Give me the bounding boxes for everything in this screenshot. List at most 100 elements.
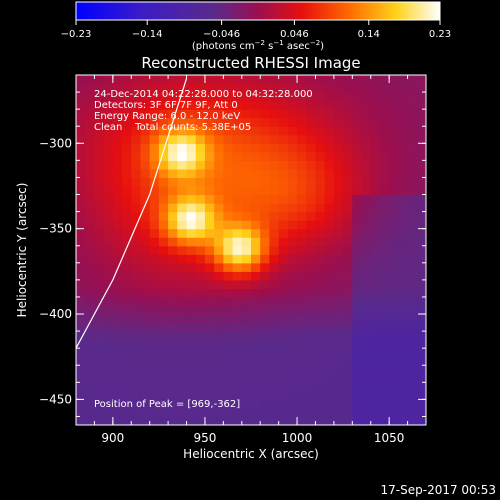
heatmap-cell: [112, 390, 123, 400]
heatmap-cell: [306, 211, 317, 221]
heatmap-cell: [398, 126, 409, 136]
heatmap-cell: [223, 254, 234, 264]
heatmap-cell: [278, 134, 289, 144]
heatmap-cell: [333, 237, 344, 247]
heatmap-cell: [140, 271, 151, 281]
heatmap-cell: [214, 339, 224, 349]
heatmap-cell: [112, 407, 123, 418]
heatmap-cell: [103, 399, 114, 409]
heatmap-cell: [112, 177, 123, 187]
heatmap-cell: [324, 305, 335, 315]
heatmap-cell: [324, 228, 335, 238]
heatmap-cell: [287, 348, 298, 358]
heatmap-cell: [177, 228, 188, 238]
heatmap-cell: [343, 134, 353, 144]
heatmap-cell: [306, 245, 317, 255]
heatmap-cell: [315, 331, 326, 341]
heatmap-cell: [122, 177, 132, 187]
heatmap-cell: [407, 271, 418, 281]
heatmap-cell: [177, 126, 188, 136]
heatmap-cell: [85, 220, 96, 230]
heatmap-cell: [76, 92, 86, 102]
heatmap-cell: [297, 288, 307, 298]
heatmap-cell: [407, 331, 418, 341]
heatmap-cell: [85, 262, 96, 272]
heatmap-cell: [195, 305, 206, 315]
heatmap-cell: [379, 382, 390, 392]
heatmap-cell: [260, 100, 271, 110]
heatmap-cell: [324, 237, 335, 247]
heatmap-cell: [241, 109, 252, 119]
peak-position-label: Position of Peak = [969,-362]: [94, 399, 240, 410]
heatmap-cell: [379, 399, 390, 409]
heatmap-cell: [352, 194, 363, 204]
annotation-time-range: 24-Dec-2014 04:22:28.000 to 04:32:28.000: [94, 89, 313, 100]
heatmap-cell: [131, 331, 142, 341]
heatmap-cell: [287, 365, 298, 375]
heatmap-cell: [370, 75, 381, 85]
heatmap-cell: [352, 109, 363, 119]
heatmap-cell: [223, 365, 234, 375]
heatmap-cell: [85, 177, 96, 187]
heatmap-cell: [416, 305, 426, 315]
heatmap-cell: [195, 314, 206, 324]
heatmap-cell: [214, 160, 224, 170]
heatmap-cell: [168, 160, 178, 170]
heatmap-cell: [343, 262, 353, 272]
heatmap-cell: [168, 331, 178, 341]
heatmap-cell: [140, 160, 151, 170]
heatmap-cell: [158, 305, 169, 315]
heatmap-cell: [186, 322, 197, 332]
heatmap-cell: [370, 314, 381, 324]
heatmap-cell: [122, 109, 132, 119]
heatmap-cell: [251, 245, 261, 255]
heatmap-cell: [260, 314, 271, 324]
annotation-total-counts: Clean Total counts: 5.38E+05: [94, 122, 251, 133]
heatmap-cell: [94, 288, 105, 298]
heatmap-cell: [168, 322, 178, 332]
heatmap-cell: [343, 390, 353, 400]
heatmap-cell: [214, 373, 224, 383]
heatmap-cell: [140, 373, 151, 383]
heatmap-cell: [343, 75, 353, 85]
heatmap-cell: [361, 262, 372, 272]
heatmap-cell: [241, 168, 252, 179]
heatmap-cell: [251, 75, 261, 85]
heatmap-cell: [232, 83, 243, 93]
x-tick-label: 900: [101, 431, 124, 445]
heatmap-cell: [103, 245, 114, 255]
heatmap-cell: [416, 160, 426, 170]
heatmap-cell: [214, 211, 224, 221]
heatmap-cell: [416, 100, 426, 110]
heatmap-cell: [177, 168, 188, 179]
heatmap-cell: [278, 203, 289, 213]
heatmap-cell: [204, 288, 215, 298]
heatmap-cell: [168, 416, 178, 425]
heatmap-cell: [85, 356, 96, 366]
heatmap-cell: [269, 279, 280, 290]
heatmap-cell: [94, 75, 105, 85]
heatmap-cell: [122, 245, 132, 255]
heatmap-cell: [370, 92, 381, 102]
heatmap-cell: [333, 211, 344, 221]
heatmap-cell: [315, 168, 326, 179]
heatmap-cell: [269, 254, 280, 264]
heatmap-cell: [306, 279, 317, 290]
heatmap-cell: [94, 228, 105, 238]
heatmap-cell: [232, 407, 243, 418]
heatmap-cell: [204, 314, 215, 324]
heatmap-cell: [260, 143, 271, 153]
heatmap-cell: [251, 211, 261, 221]
heatmap-cell: [204, 185, 215, 196]
heatmap-cell: [131, 305, 142, 315]
heatmap-cell: [389, 160, 399, 170]
heatmap-cell: [232, 228, 243, 238]
heatmap-cell: [214, 237, 224, 247]
heatmap-cell: [149, 399, 160, 409]
heatmap-cell: [85, 75, 96, 85]
heatmap-cell: [241, 322, 252, 332]
heatmap-cell: [241, 279, 252, 290]
heatmap-cell: [186, 416, 197, 425]
heatmap-cell: [306, 237, 317, 247]
heatmap-cell: [287, 237, 298, 247]
